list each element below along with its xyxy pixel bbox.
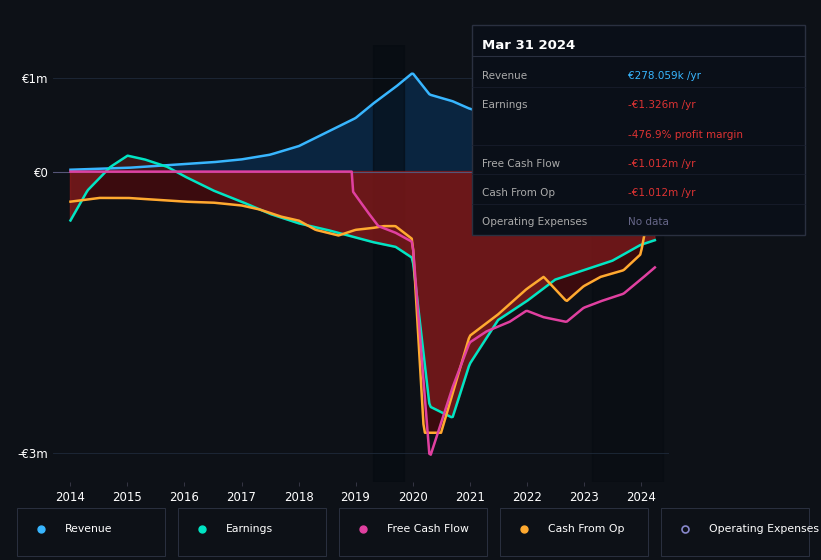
Text: Operating Expenses: Operating Expenses [709, 524, 819, 534]
Text: Cash From Op: Cash From Op [548, 524, 625, 534]
Text: Earnings: Earnings [227, 524, 273, 534]
Text: Free Cash Flow: Free Cash Flow [388, 524, 469, 534]
Text: No data: No data [628, 217, 669, 227]
Text: -€1.012m /yr: -€1.012m /yr [628, 158, 695, 169]
Bar [373, 45, 404, 482]
Text: Mar 31 2024: Mar 31 2024 [482, 39, 576, 52]
Text: Operating Expenses: Operating Expenses [482, 217, 587, 227]
Text: Earnings: Earnings [482, 100, 527, 110]
Text: -€1.012m /yr: -€1.012m /yr [628, 188, 695, 198]
Text: Cash From Op: Cash From Op [482, 188, 555, 198]
Text: Free Cash Flow: Free Cash Flow [482, 158, 560, 169]
Bar [592, 45, 663, 482]
Text: Revenue: Revenue [66, 524, 112, 534]
Text: -€1.326m /yr: -€1.326m /yr [628, 100, 695, 110]
Text: -476.9% profit margin: -476.9% profit margin [628, 129, 743, 139]
Text: €278.059k /yr: €278.059k /yr [628, 71, 701, 81]
Text: Revenue: Revenue [482, 71, 527, 81]
